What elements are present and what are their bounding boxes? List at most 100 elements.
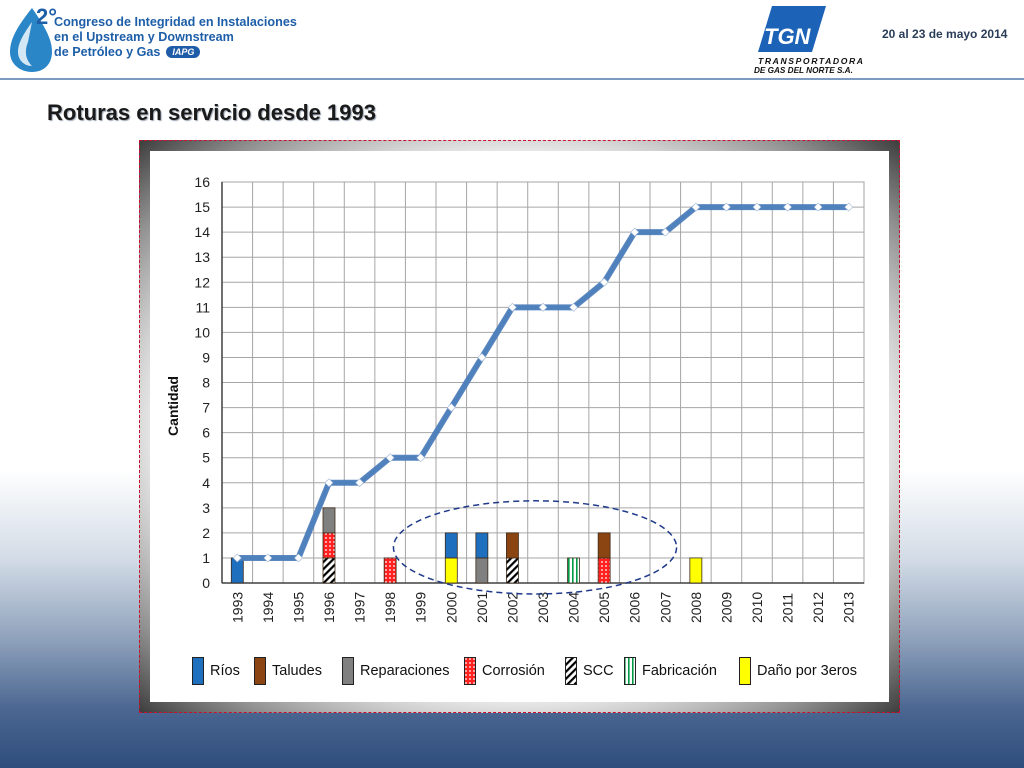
slide-header: 2° Congreso de Integridad en Instalacion… bbox=[0, 0, 1024, 80]
x-tick-label: 2013 bbox=[841, 592, 857, 623]
cumulative-point-2010 bbox=[752, 202, 762, 212]
cumulative-point-2005 bbox=[599, 277, 609, 287]
legend-item: Daño por 3eros bbox=[739, 653, 857, 689]
x-tick-label: 2007 bbox=[657, 592, 673, 623]
legend-swatch bbox=[192, 657, 204, 685]
y-tick-label: 13 bbox=[194, 249, 210, 265]
bar-reparaciones-1996 bbox=[322, 507, 336, 534]
x-tick-label: 2005 bbox=[596, 592, 612, 623]
bar-taludes-2005 bbox=[597, 532, 611, 559]
cumulative-point-2009 bbox=[722, 202, 731, 212]
legend-swatch bbox=[565, 657, 577, 685]
y-axis-label: Cantidad bbox=[165, 376, 181, 436]
cumulative-point-2012 bbox=[813, 202, 823, 212]
x-tick-label: 1999 bbox=[413, 592, 429, 623]
y-tick-label: 2 bbox=[202, 525, 210, 541]
cumulative-point-2002 bbox=[508, 302, 517, 312]
cumulative-point-2011 bbox=[783, 202, 792, 212]
x-tick-label: 2012 bbox=[810, 592, 826, 623]
y-tick-label: 8 bbox=[202, 375, 210, 391]
chart-legend: Ríos Taludes Reparaciones Corrosión SCC Fabri… bbox=[192, 653, 882, 689]
x-tick-label: 1997 bbox=[352, 592, 368, 623]
company-name-line-2: DE GAS DEL NORTE S.A. bbox=[754, 66, 853, 75]
x-tick-label: 2008 bbox=[688, 592, 704, 623]
cumulative-point-2008 bbox=[691, 202, 701, 212]
legend-label: Daño por 3eros bbox=[757, 663, 857, 679]
legend-label: SCC bbox=[583, 663, 614, 679]
cumulative-point-2003 bbox=[538, 302, 548, 312]
cumulative-point-1996 bbox=[324, 478, 334, 488]
bar-scc-1996 bbox=[322, 557, 336, 584]
legend-swatch bbox=[254, 657, 266, 685]
legend-item: SCC bbox=[565, 653, 614, 689]
highlight-ellipse bbox=[392, 500, 678, 595]
cumulative-point-2007 bbox=[660, 227, 670, 237]
bar-r-os-2001 bbox=[475, 532, 489, 559]
legend-item: Reparaciones bbox=[342, 653, 449, 689]
y-tick-label: 9 bbox=[202, 349, 210, 365]
legend-item: Fabricación bbox=[624, 653, 717, 689]
x-tick-label: 2002 bbox=[504, 592, 520, 623]
x-tick-label: 2004 bbox=[566, 592, 582, 623]
bar-scc-2002 bbox=[506, 557, 519, 584]
cumulative-point-1998 bbox=[385, 453, 395, 463]
x-tick-label: 1993 bbox=[229, 592, 245, 623]
x-tick-label: 2001 bbox=[474, 592, 490, 623]
bar-corrosi-n-2005 bbox=[597, 557, 611, 584]
cumulative-point-2013 bbox=[844, 202, 854, 212]
x-tick-label: 1996 bbox=[321, 592, 337, 623]
legend-swatch bbox=[342, 657, 354, 685]
bar-corrosi-n-1996 bbox=[322, 532, 336, 559]
y-tick-label: 15 bbox=[194, 199, 210, 215]
tgn-logo: TGN bbox=[758, 6, 826, 52]
x-tick-label: 2000 bbox=[443, 592, 459, 623]
conference-title-line-3: de Petróleo y Gas bbox=[54, 45, 161, 59]
y-tick-label: 4 bbox=[202, 475, 210, 491]
x-tick-label: 2006 bbox=[627, 592, 643, 623]
cumulative-point-1995 bbox=[294, 553, 303, 563]
legend-item: Ríos bbox=[192, 653, 240, 689]
y-tick-label: 5 bbox=[202, 450, 210, 466]
cumulative-point-1999 bbox=[416, 453, 426, 463]
cumulative-point-1997 bbox=[355, 478, 364, 488]
cumulative-point-2004 bbox=[569, 302, 578, 312]
y-tick-label: 1 bbox=[202, 550, 210, 566]
conference-title: Congreso de Integridad en Instalaciones … bbox=[54, 15, 324, 60]
conference-title-line-2: en el Upstream y Downstream bbox=[54, 30, 234, 44]
y-tick-label: 12 bbox=[194, 274, 210, 290]
x-tick-label: 2011 bbox=[780, 593, 796, 623]
y-tick-label: 6 bbox=[202, 425, 210, 441]
y-tick-label: 10 bbox=[194, 324, 210, 340]
conference-drop-logo: 2° bbox=[10, 4, 56, 72]
tgn-logo-text: TGN bbox=[764, 24, 812, 49]
y-tick-label: 11 bbox=[195, 299, 210, 315]
x-tick-label: 1995 bbox=[290, 592, 306, 623]
cumulative-point-2001 bbox=[477, 353, 487, 362]
bar-reparaciones-2001 bbox=[475, 557, 489, 584]
legend-swatch bbox=[624, 657, 636, 685]
legend-item: Corrosión bbox=[464, 653, 545, 689]
bar-fabricaci-n-2004 bbox=[567, 557, 580, 584]
slide-title: Roturas en servicio desde 1993 bbox=[47, 100, 376, 125]
y-tick-label: 7 bbox=[202, 400, 210, 416]
header-divider bbox=[0, 78, 1024, 80]
y-tick-label: 0 bbox=[202, 575, 210, 591]
x-tick-label: 1998 bbox=[382, 592, 398, 623]
cumulative-point-1994 bbox=[263, 553, 273, 563]
legend-item: Taludes bbox=[254, 653, 322, 689]
iapg-badge: IAPG bbox=[166, 46, 201, 58]
cumulative-point-1993 bbox=[232, 553, 242, 563]
bar-da-o-por-3eros-2008 bbox=[689, 557, 703, 584]
legend-swatch bbox=[739, 657, 751, 685]
x-tick-label: 2010 bbox=[749, 592, 765, 623]
bar-r-os-2000 bbox=[444, 532, 458, 559]
x-tick-label: 2009 bbox=[718, 592, 734, 623]
cumulative-point-2000 bbox=[446, 403, 456, 412]
cumulative-point-2006 bbox=[630, 227, 640, 237]
conference-title-line-1: Congreso de Integridad en Instalaciones bbox=[54, 15, 297, 29]
event-dates: 20 al 23 de mayo 2014 bbox=[882, 27, 1008, 41]
y-tick-label: 14 bbox=[194, 224, 210, 240]
legend-swatch bbox=[464, 657, 476, 685]
legend-label: Corrosión bbox=[482, 663, 545, 679]
